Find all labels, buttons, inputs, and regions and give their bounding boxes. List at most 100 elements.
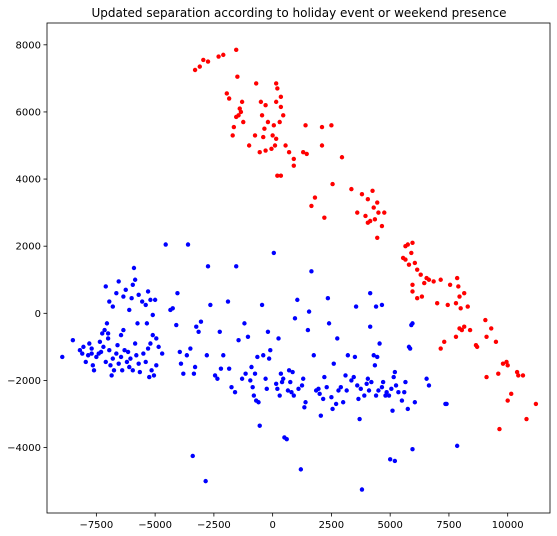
data-point: [318, 413, 324, 418]
data-point: [136, 292, 141, 298]
data-point: [514, 369, 520, 375]
data-point: [422, 280, 427, 286]
data-point: [493, 339, 499, 345]
data-point: [243, 371, 248, 376]
data-point: [351, 374, 356, 380]
data-point: [70, 337, 76, 343]
data-point: [89, 346, 94, 351]
y-tick-label: −4000: [7, 443, 41, 454]
data-point: [359, 487, 365, 492]
data-point: [122, 348, 127, 353]
data-point: [434, 301, 440, 306]
data-point: [344, 388, 349, 393]
data-point: [415, 296, 420, 301]
data-point: [319, 143, 325, 148]
data-point: [329, 123, 334, 128]
data-point: [103, 359, 108, 365]
data-point: [258, 99, 264, 105]
data-point: [120, 368, 125, 373]
data-point: [221, 52, 226, 58]
data-point: [339, 155, 345, 160]
data-point: [291, 163, 296, 168]
data-point: [353, 304, 359, 309]
data-point: [352, 354, 358, 360]
data-point: [248, 378, 253, 383]
data-point: [198, 319, 204, 324]
data-point: [367, 324, 373, 329]
data-point: [273, 381, 279, 386]
data-point: [77, 348, 83, 353]
data-point: [370, 188, 375, 194]
data-point: [139, 299, 145, 304]
data-point: [89, 351, 94, 356]
data-point: [424, 376, 429, 381]
data-point: [331, 361, 336, 366]
data-point: [91, 368, 97, 373]
data-point: [278, 371, 284, 376]
data-point: [496, 371, 501, 376]
data-point: [438, 277, 443, 282]
data-point: [379, 302, 385, 308]
data-point: [97, 339, 103, 345]
data-point: [330, 406, 335, 412]
data-point: [118, 354, 124, 360]
data-point: [197, 64, 202, 69]
data-point: [286, 150, 292, 155]
data-point: [234, 47, 239, 53]
data-point: [292, 316, 298, 321]
data-point: [231, 124, 237, 130]
data-point: [163, 242, 168, 247]
data-point: [505, 398, 510, 403]
data-point: [372, 217, 378, 222]
y-tick-label: 8000: [16, 40, 41, 51]
data-point: [238, 109, 244, 115]
data-point: [295, 297, 300, 303]
data-point: [217, 329, 222, 334]
data-point: [520, 373, 526, 378]
data-point: [358, 386, 363, 392]
data-point: [114, 290, 119, 296]
data-point: [253, 81, 259, 86]
data-point: [431, 279, 436, 284]
data-point: [152, 297, 158, 303]
x-axis: −7500 −5000 −2500 0 2500 5000 7500 10000: [79, 513, 524, 531]
data-point: [277, 119, 282, 125]
data-point: [391, 374, 396, 380]
data-point: [375, 354, 380, 360]
data-point: [226, 366, 232, 371]
data-point: [322, 374, 327, 380]
data-point: [273, 81, 279, 86]
data-point: [363, 213, 368, 219]
data-point: [373, 393, 379, 398]
data-point: [403, 379, 408, 385]
data-point: [154, 363, 159, 368]
data-point: [145, 346, 151, 351]
data-point: [98, 349, 104, 355]
data-point: [462, 324, 467, 329]
points-layer: [60, 47, 539, 492]
data-point: [212, 373, 218, 378]
data-point: [500, 361, 506, 366]
data-point: [409, 250, 414, 256]
data-point: [105, 331, 111, 336]
data-point: [419, 294, 425, 299]
data-point: [284, 436, 289, 442]
data-point: [246, 143, 252, 148]
series-1: [60, 242, 460, 492]
data-point: [115, 342, 120, 348]
data-point: [148, 341, 153, 346]
data-point: [340, 400, 346, 405]
data-point: [383, 393, 388, 398]
data-point: [309, 269, 314, 274]
data-point: [390, 408, 395, 413]
data-point: [107, 348, 112, 353]
data-point: [415, 267, 420, 272]
data-point: [272, 143, 278, 148]
data-point: [175, 290, 180, 296]
data-point: [251, 393, 257, 398]
data-point: [286, 368, 292, 373]
data-point: [121, 327, 126, 333]
data-point: [291, 393, 296, 398]
data-point: [116, 361, 121, 366]
data-point: [380, 379, 386, 385]
